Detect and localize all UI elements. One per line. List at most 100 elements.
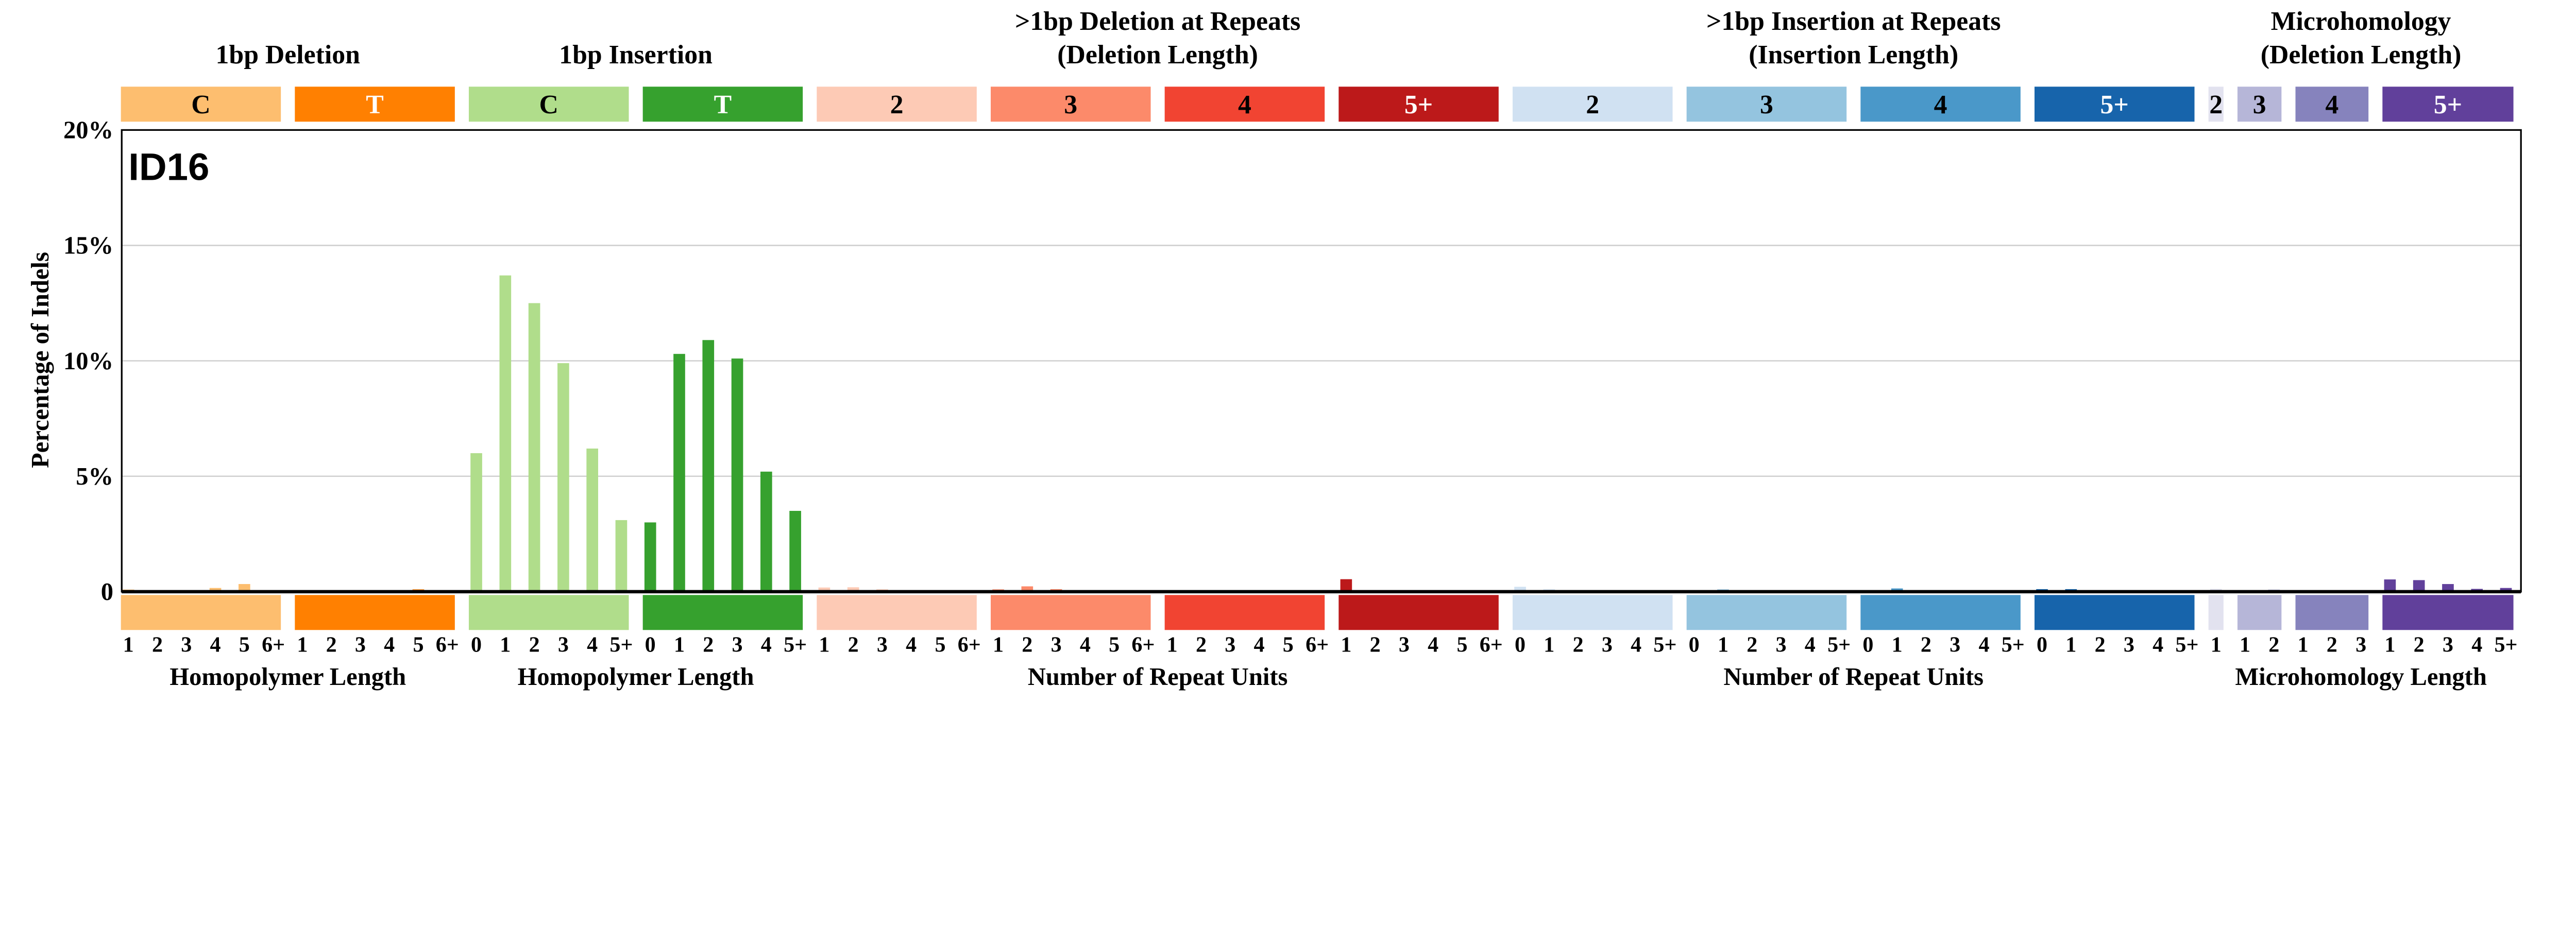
x-axis-label: Number of Repeat Units xyxy=(1723,663,1984,691)
category-box-bottom xyxy=(1164,595,1325,630)
x-tick-label: 4 xyxy=(761,633,772,657)
x-tick-label: 6+ xyxy=(1480,633,1503,657)
category-label: 4 xyxy=(1934,90,1947,119)
x-tick-label: 3 xyxy=(2443,633,2453,657)
x-tick-label: 3 xyxy=(2124,633,2134,657)
bar xyxy=(2413,580,2425,592)
x-tick-label: 1 xyxy=(2298,633,2309,657)
category-label: 2 xyxy=(2209,90,2223,119)
x-tick-label: 4 xyxy=(1428,633,1438,657)
x-tick-label: 1 xyxy=(2065,633,2076,657)
group-header: >1bp Deletion at Repeats xyxy=(1015,7,1300,36)
x-tick-label: 5+ xyxy=(1827,633,1851,657)
y-tick-label: 5% xyxy=(76,463,113,490)
x-tick-label: 2 xyxy=(2327,633,2337,657)
category-box-top xyxy=(295,87,455,122)
x-tick-label: 5+ xyxy=(2494,633,2517,657)
category-box-top xyxy=(1512,87,1673,122)
x-axis-labels: Homopolymer Length Homopolymer Length Numb… xyxy=(170,663,2487,691)
x-tick-label: 4 xyxy=(1805,633,1816,657)
x-tick-label: 2 xyxy=(1370,633,1381,657)
bar xyxy=(1514,587,1526,592)
x-tick-label: 2 xyxy=(2414,633,2425,657)
group-header: >1bp Insertion at Repeats xyxy=(1706,7,2001,36)
category-label: 3 xyxy=(1760,90,1773,119)
y-tick-label: 20% xyxy=(63,117,113,144)
bar xyxy=(2442,584,2454,592)
category-box-bottom xyxy=(2208,595,2224,630)
x-tick-label: 6+ xyxy=(436,633,459,657)
group-header: 1bp Insertion xyxy=(559,40,713,70)
category-box-top xyxy=(2382,87,2514,122)
category-label: 3 xyxy=(1064,90,1077,119)
bar xyxy=(731,358,743,592)
x-tick-label: 0 xyxy=(1515,633,1526,657)
x-tick-label: 4 xyxy=(2153,633,2163,657)
x-tick-label: 3 xyxy=(1950,633,1960,657)
x-tick-label: 2 xyxy=(2095,633,2106,657)
y-axis: 0 5% 10% 15% 20% xyxy=(63,117,113,606)
x-tick-labels: 1 2 3 4 5 6+ 1 2 3 4 5 6+ 0 1 2 3 4 5+ 0 1 2 3 4 5+ 1 2 3 4 5 6+ 1 2 3 4 5… xyxy=(123,633,2518,657)
category-box-top xyxy=(1164,87,1325,122)
bar xyxy=(818,587,831,592)
bar xyxy=(760,471,772,592)
category-label: 4 xyxy=(2325,90,2338,119)
y-tick-label: 15% xyxy=(63,232,113,260)
x-tick-label: 1 xyxy=(123,633,134,657)
x-tick-label: 1 xyxy=(2240,633,2250,657)
y-tick-label: 10% xyxy=(63,348,113,375)
category-box-top xyxy=(468,87,629,122)
bar xyxy=(557,363,569,592)
x-tick-label: 4 xyxy=(587,633,598,657)
x-tick-label: 3 xyxy=(1051,633,1062,657)
x-tick-label: 0 xyxy=(1862,633,1873,657)
category-label: 2 xyxy=(890,90,904,119)
x-tick-label: 5 xyxy=(1109,633,1120,657)
category-box-top xyxy=(2208,87,2224,122)
x-tick-label: 1 xyxy=(1892,633,1903,657)
x-tick-label: 3 xyxy=(355,633,366,657)
bar xyxy=(702,340,715,592)
group-header: (Deletion Length) xyxy=(1057,40,1258,70)
x-tick-label: 0 xyxy=(471,633,482,657)
category-box-bottom xyxy=(121,595,281,630)
bar xyxy=(470,453,482,592)
bar xyxy=(644,522,656,592)
x-tick-label: 1 xyxy=(2384,633,2395,657)
bars xyxy=(122,275,2512,592)
group-headers: 1bp Deletion 1bp Insertion >1bp Deletion a… xyxy=(216,7,2462,70)
category-box-bottom xyxy=(642,595,803,630)
category-label: C xyxy=(539,90,558,119)
x-axis-label: Homopolymer Length xyxy=(518,663,754,691)
x-tick-label: 3 xyxy=(2355,633,2366,657)
category-box-bottom xyxy=(295,595,455,630)
x-tick-label: 2 xyxy=(1921,633,1931,657)
bar xyxy=(789,510,801,592)
bar xyxy=(499,275,512,592)
x-tick-label: 5+ xyxy=(1653,633,1676,657)
x-tick-label: 5+ xyxy=(609,633,633,657)
x-tick-label: 2 xyxy=(848,633,859,657)
category-box-top xyxy=(121,87,281,122)
group-header: (Insertion Length) xyxy=(1749,40,1958,70)
category-label: 3 xyxy=(2253,90,2266,119)
x-tick-label: 1 xyxy=(674,633,685,657)
bar xyxy=(2384,579,2396,592)
y-axis-label: Percentage of Indels xyxy=(27,252,54,468)
category-box-bottom xyxy=(1860,595,2021,630)
x-tick-label: 6+ xyxy=(1306,633,1329,657)
x-tick-label: 2 xyxy=(1747,633,1757,657)
x-tick-label: 1 xyxy=(1167,633,1178,657)
category-box-bottom xyxy=(468,595,629,630)
category-label: T xyxy=(714,90,732,119)
group-header: (Deletion Length) xyxy=(2261,40,2462,70)
x-tick-label: 2 xyxy=(529,633,540,657)
x-tick-label: 4 xyxy=(1254,633,1265,657)
x-tick-label: 5 xyxy=(935,633,945,657)
category-label: T xyxy=(366,90,384,119)
category-box-bottom xyxy=(2237,595,2282,630)
x-tick-label: 4 xyxy=(210,633,221,657)
x-tick-label: 5 xyxy=(413,633,423,657)
x-tick-label: 1 xyxy=(1341,633,1351,657)
category-box-top xyxy=(1860,87,2021,122)
